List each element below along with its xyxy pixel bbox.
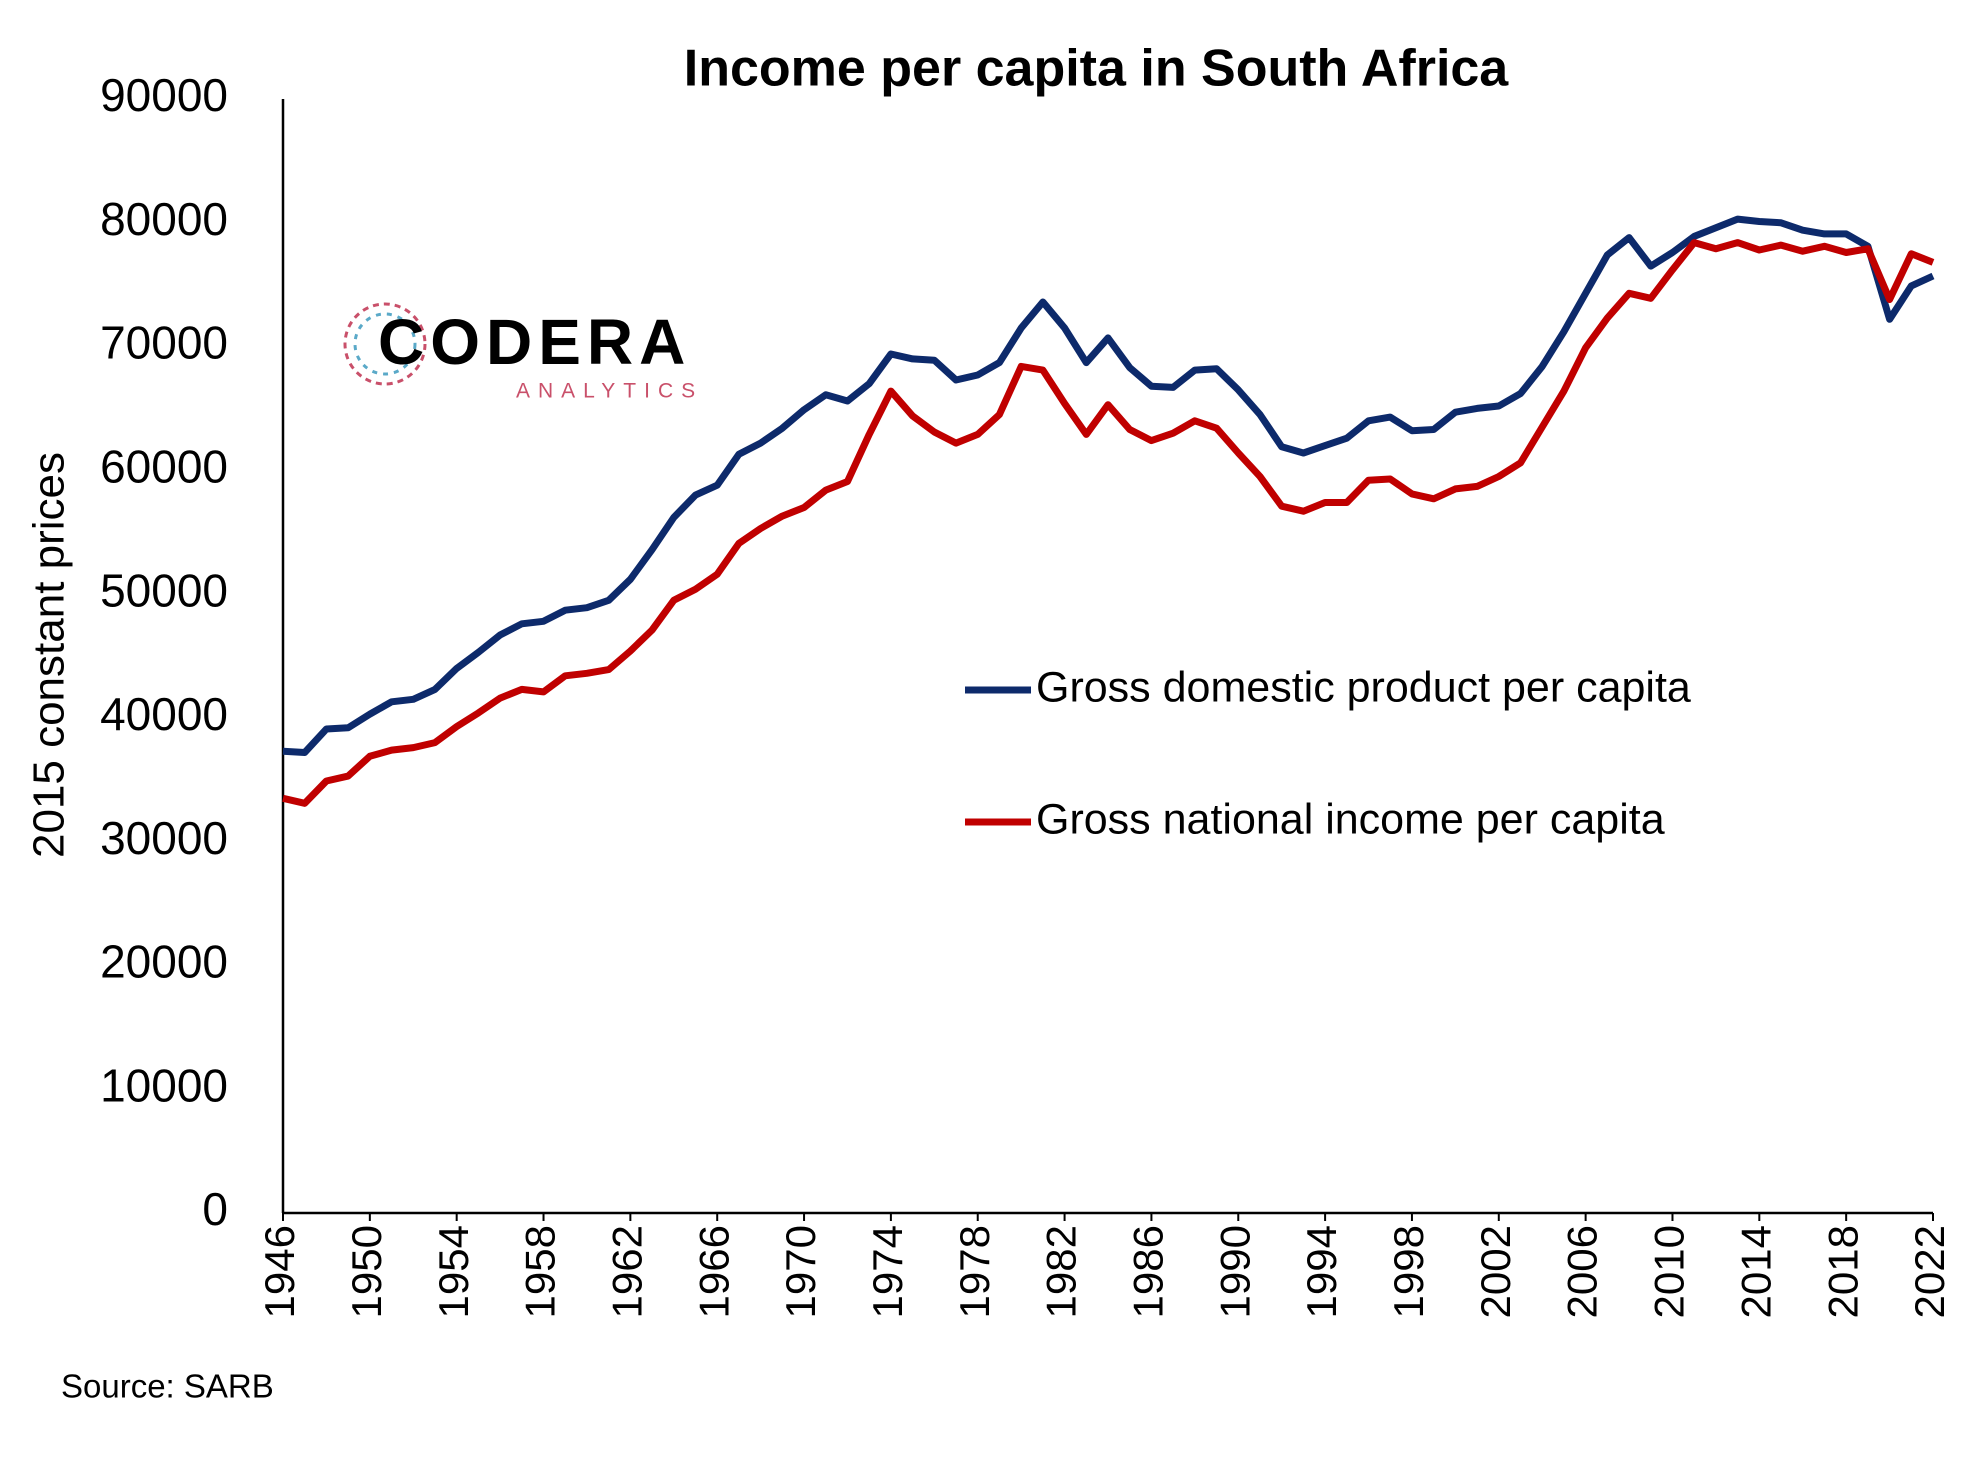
source-note: Source: SARB xyxy=(61,1368,274,1405)
y-tick-label: 40000 xyxy=(100,688,228,740)
legend-label: Gross domestic product per capita xyxy=(1036,663,1691,711)
x-tick-label: 1986 xyxy=(1125,1225,1172,1318)
y-tick-label: 70000 xyxy=(100,317,228,369)
chart-title: Income per capita in South Africa xyxy=(684,40,1510,98)
legend-label: Gross national income per capita xyxy=(1036,795,1665,843)
y-tick-label: 90000 xyxy=(100,69,228,121)
logo-name: CODERA xyxy=(378,306,691,378)
x-tick-label: 2010 xyxy=(1646,1225,1693,1318)
y-tick-label: 10000 xyxy=(100,1059,228,1111)
x-tick-label: 1970 xyxy=(777,1225,824,1318)
data-line xyxy=(282,215,1935,756)
y-tick-label: 80000 xyxy=(100,193,228,245)
x-tick-label: 2002 xyxy=(1472,1225,1519,1318)
x-tick-label: 1962 xyxy=(603,1225,650,1318)
x-tick-label: 2018 xyxy=(1819,1225,1866,1318)
y-tick-label: 50000 xyxy=(100,564,228,616)
y-axis-title: 2015 constant prices xyxy=(25,452,74,858)
logo-ring xyxy=(343,302,427,386)
x-tick-label: 1998 xyxy=(1385,1225,1432,1318)
x-tick-label: 1946 xyxy=(256,1225,303,1318)
logo-ring xyxy=(353,312,417,376)
x-tick-label: 1974 xyxy=(864,1225,911,1318)
y-tick-label: 20000 xyxy=(100,936,228,988)
x-tick-label: 1982 xyxy=(1038,1225,1085,1318)
x-tick-label: 1966 xyxy=(690,1225,737,1318)
data-line xyxy=(282,239,1935,807)
x-tick-label: 1994 xyxy=(1298,1225,1345,1318)
logo: CODERA ANALYTICS xyxy=(343,302,703,403)
x-tick-label: 1958 xyxy=(517,1225,564,1318)
y-tick-label: 30000 xyxy=(100,812,228,864)
x-tick-label: 1954 xyxy=(430,1225,477,1318)
y-tick-label: 60000 xyxy=(100,440,228,492)
logo-tagline: ANALYTICS xyxy=(516,380,703,403)
y-tick-label: 0 xyxy=(202,1183,228,1235)
x-tick-label: 1990 xyxy=(1211,1225,1258,1318)
x-tick-label: 2014 xyxy=(1732,1225,1779,1318)
x-tick-label: 2022 xyxy=(1906,1225,1953,1318)
x-tick-label: 1978 xyxy=(951,1225,998,1318)
x-tick-label: 2006 xyxy=(1559,1225,1606,1318)
x-tick-label: 1950 xyxy=(343,1225,390,1318)
